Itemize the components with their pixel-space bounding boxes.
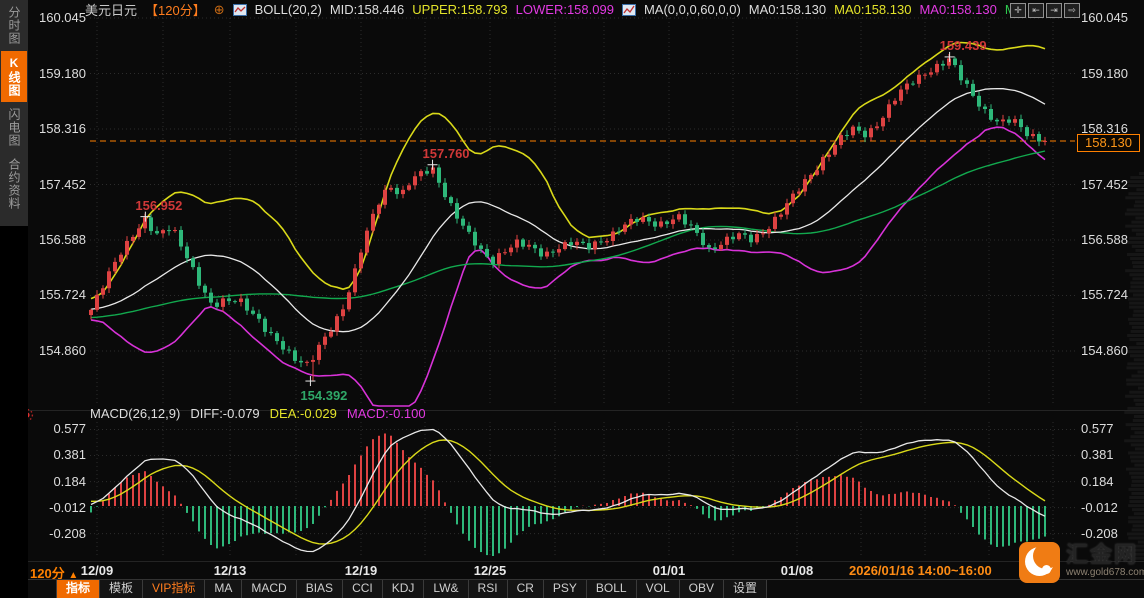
boll-upper-value: UPPER:158.793 <box>412 2 507 17</box>
x-axis-label: 12/19 <box>345 563 378 578</box>
sidebar-tab-分时图[interactable]: 分时图 <box>1 1 27 50</box>
last-price-flag: 158.130 <box>1077 134 1140 152</box>
macd-axis-label-right: 0.577 <box>1081 421 1135 436</box>
goldsite-logo-icon <box>1019 542 1060 583</box>
y-axis-label-right: 160.045 <box>1081 10 1135 25</box>
y-axis-label-left: 155.724 <box>32 287 86 302</box>
toolbar-item-MA[interactable]: MA <box>205 580 242 598</box>
y-axis-label-left: 156.588 <box>32 232 86 247</box>
add-indicator-icon[interactable]: ⊕ <box>214 2 225 18</box>
scale-right-icon[interactable]: ⇥ <box>1046 3 1062 18</box>
ma0-yellow-value: MA0:158.130 <box>834 2 911 17</box>
y-axis-label-left: 160.045 <box>32 10 86 25</box>
y-axis-label-right: 154.860 <box>1081 343 1135 358</box>
ma0-white-value: MA0:158.130 <box>749 2 826 17</box>
logo-url: www.gold678.com <box>1066 567 1144 578</box>
toolbar-item-VIP指标[interactable]: VIP指标 <box>143 580 205 598</box>
boll-params: BOLL(20,2) <box>255 2 322 17</box>
price-annotation: 154.392 <box>300 388 347 403</box>
y-axis-label-left: 158.316 <box>32 121 86 136</box>
macd-axis-label-right: -0.012 <box>1081 500 1135 515</box>
session-timestamp: 2026/01/16 14:00~16:00 <box>849 563 992 578</box>
toolbar-item-设置[interactable]: 设置 <box>724 580 767 598</box>
y-axis-label-right: 155.724 <box>1081 287 1135 302</box>
macd-axis-label-left: 0.577 <box>32 421 86 436</box>
toolbar-item-模板[interactable]: 模板 <box>100 580 143 598</box>
macd-axis-label-left: -0.012 <box>32 500 86 515</box>
chart-mode-tabs: 分时图K线图闪电图合约资料 <box>0 0 28 226</box>
toolbar-item-RSI[interactable]: RSI <box>469 580 508 598</box>
toolbar-item-BOLL[interactable]: BOLL <box>587 580 637 598</box>
trading-app-window: 分时图K线图闪电图合约资料 美元日元 【120分】 ⊕ BOLL(20,2) M… <box>0 0 1144 598</box>
sidebar-tab-闪电图[interactable]: 闪电图 <box>1 103 27 152</box>
macd-value: MACD:-0.100 <box>347 406 426 421</box>
x-axis-label: 12/25 <box>474 563 507 578</box>
y-axis-label-left: 154.860 <box>32 343 86 358</box>
toolbar-item-BIAS[interactable]: BIAS <box>297 580 343 598</box>
toolbar-item-VOL[interactable]: VOL <box>637 580 680 598</box>
price-annotation: 156.952 <box>135 198 182 213</box>
x-axis-label: 01/01 <box>653 563 686 578</box>
macd-axis-label-left: -0.208 <box>32 526 86 541</box>
chart-window-icons: ✛⇤⇥⇨ <box>1010 3 1080 18</box>
macd-axis-label-right: 0.184 <box>1081 474 1135 489</box>
macd-diff-value: DIFF:-0.079 <box>190 406 259 421</box>
macd-dea-value: DEA:-0.029 <box>270 406 337 421</box>
toolbar-item-LW&[interactable]: LW& <box>424 580 468 598</box>
indicator-header: 美元日元 【120分】 ⊕ BOLL(20,2) MID:158.446 UPP… <box>85 1 1016 18</box>
left-sidebar: 分时图K线图闪电图合约资料 <box>0 0 28 598</box>
y-axis-label-right: 159.180 <box>1081 66 1135 81</box>
sidebar-tab-K线图[interactable]: K线图 <box>1 51 27 102</box>
toolbar-item-OBV[interactable]: OBV <box>680 580 724 598</box>
ma0-magenta-value: MA0:158.130 <box>919 2 996 17</box>
scale-left-icon[interactable]: ⇤ <box>1028 3 1044 18</box>
ma-params: MA(0,0,0,60,0,0) <box>644 2 741 17</box>
macd-axis-label-right: -0.208 <box>1081 526 1135 541</box>
main-chart-canvas[interactable] <box>0 0 1144 598</box>
indicator-toolbar: 指标模板VIP指标MAMACDBIASCCIKDJLW&RSICRPSYBOLL… <box>56 580 767 598</box>
pop-out-icon[interactable]: ⇨ <box>1064 3 1080 18</box>
macd-axis-label-left: 0.381 <box>32 447 86 462</box>
ma-chart-icon <box>622 4 636 16</box>
x-axis-label: 12/09 <box>81 563 114 578</box>
boll-mid-value: MID:158.446 <box>330 2 404 17</box>
macd-header: MACD(26,12,9) DIFF:-0.079 DEA:-0.029 MAC… <box>90 406 426 421</box>
sidebar-tab-合约资料[interactable]: 合约资料 <box>1 153 27 215</box>
toolbar-item-PSY[interactable]: PSY <box>544 580 587 598</box>
price-annotation: 157.760 <box>423 146 470 161</box>
boll-chart-icon <box>233 4 247 16</box>
toolbar-item-CCI[interactable]: CCI <box>343 580 383 598</box>
y-axis-label-left: 157.452 <box>32 177 86 192</box>
pan-icon[interactable]: ✛ <box>1010 3 1026 18</box>
symbol-name: 美元日元 <box>85 0 137 19</box>
y-axis-label-left: 159.180 <box>32 66 86 81</box>
site-watermark: 汇金网 www.gold678.com <box>1019 542 1144 583</box>
x-axis-label: 01/08 <box>781 563 814 578</box>
toolbar-item-指标[interactable]: 指标 <box>56 580 100 598</box>
logo-title: 汇金网 <box>1066 542 1144 567</box>
x-axis-label: 12/13 <box>214 563 247 578</box>
y-axis-label-right: 157.452 <box>1081 177 1135 192</box>
price-annotation: 159.439 <box>940 38 987 53</box>
toolbar-item-CR[interactable]: CR <box>508 580 544 598</box>
toolbar-item-MACD[interactable]: MACD <box>242 580 296 598</box>
macd-axis-label-right: 0.381 <box>1081 447 1135 462</box>
axis-divider <box>28 561 1144 562</box>
macd-axis-label-left: 0.184 <box>32 474 86 489</box>
y-axis-label-right: 156.588 <box>1081 232 1135 247</box>
period-label: 【120分】 <box>145 0 206 19</box>
boll-lower-value: LOWER:158.099 <box>516 2 614 17</box>
toolbar-item-KDJ[interactable]: KDJ <box>383 580 425 598</box>
macd-params: MACD(26,12,9) <box>90 406 180 421</box>
